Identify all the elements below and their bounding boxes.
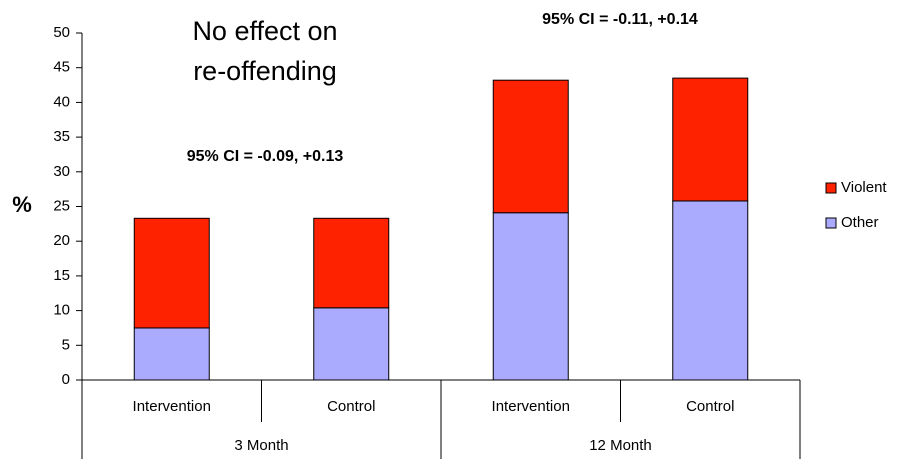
- bar-segment: [313, 217, 390, 309]
- x-tick-label: Intervention: [492, 398, 570, 415]
- y-tick-label: 50: [53, 24, 70, 41]
- legend-label: Other: [841, 214, 879, 231]
- annotation: 95% CI = -0.11, +0.14: [542, 11, 698, 28]
- bar-segment: [672, 77, 749, 202]
- x-tick-label: Control: [327, 398, 375, 415]
- bar-segment: [313, 307, 390, 381]
- annotation: re-offending: [193, 56, 337, 86]
- y-tick-label: 10: [53, 302, 70, 319]
- bar-segment: [133, 327, 210, 381]
- legend-swatch: [825, 217, 837, 229]
- annotation: 95% CI = -0.09, +0.13: [187, 148, 344, 165]
- bar-segment: [133, 217, 210, 329]
- y-tick-label: 30: [53, 163, 70, 180]
- legend-label: Violent: [841, 179, 887, 196]
- bar-segment: [492, 79, 569, 214]
- y-tick-label: 0: [62, 371, 70, 388]
- x-tick-label: Control: [686, 398, 734, 415]
- y-tick-label: 40: [53, 93, 70, 110]
- legend-swatch: [825, 182, 837, 194]
- y-tick-label: 35: [53, 128, 70, 145]
- bar-segment: [672, 200, 749, 381]
- bar-segment: [492, 212, 569, 381]
- x-tick-label: Intervention: [133, 398, 211, 415]
- y-axis-label: %: [12, 192, 32, 217]
- group-label: 12 Month: [589, 437, 652, 454]
- y-tick-label: 5: [62, 336, 70, 353]
- y-tick-label: 45: [53, 59, 70, 76]
- annotation: No effect on: [192, 16, 337, 46]
- y-tick-label: 25: [53, 197, 70, 214]
- y-tick-label: 20: [53, 232, 70, 249]
- y-tick-label: 15: [53, 267, 70, 284]
- group-label: 3 Month: [234, 437, 288, 454]
